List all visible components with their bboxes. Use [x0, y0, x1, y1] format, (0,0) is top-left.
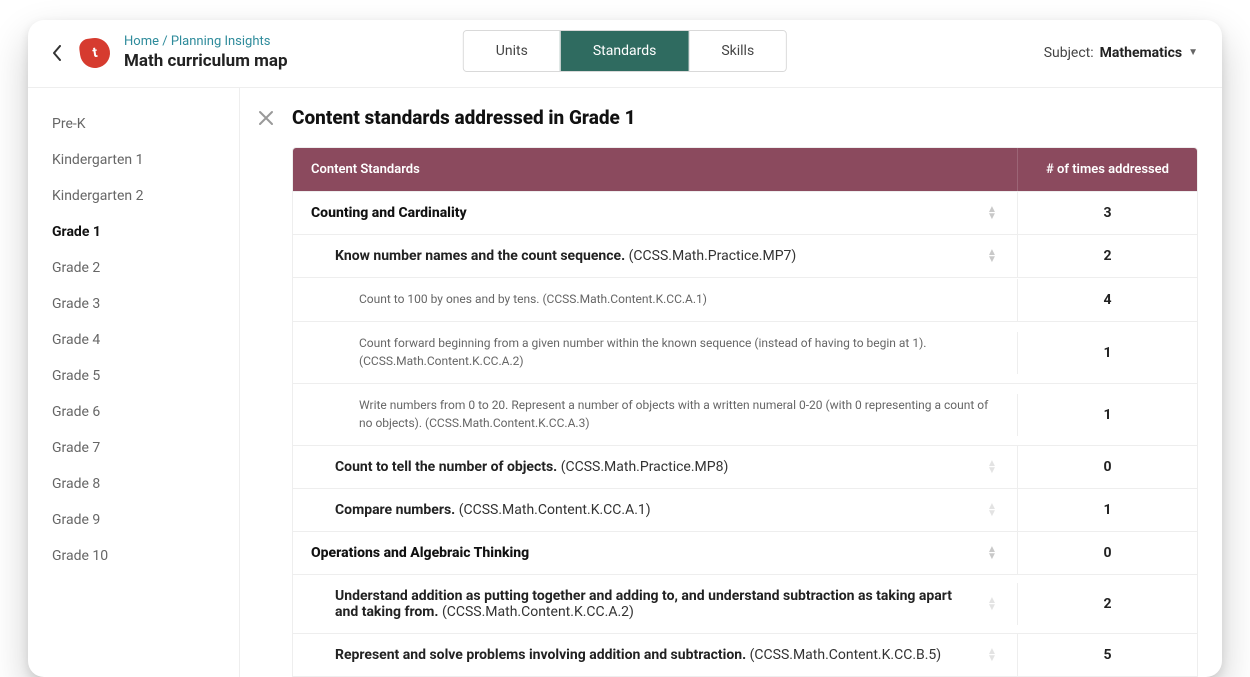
sidebar-item-grade5[interactable]: Grade 5: [28, 358, 239, 394]
sidebar-item-grade2[interactable]: Grade 2: [28, 250, 239, 286]
table-row[interactable]: Know number names and the count sequence…: [293, 234, 1197, 277]
sidebar-item-k2[interactable]: Kindergarten 2: [28, 178, 239, 214]
row-text: Understand addition as putting together …: [335, 588, 952, 620]
row-count: 1: [1017, 332, 1197, 374]
row-count: 0: [1017, 446, 1197, 488]
row-text: Represent and solve problems involving a…: [335, 647, 746, 663]
row-code: (CCSS.Math.Content.K.CC.A.2): [442, 604, 634, 620]
sort-icon[interactable]: ▲▼: [985, 503, 999, 517]
breadcrumb-section[interactable]: Planning Insights: [171, 34, 271, 49]
row-count: 2: [1017, 583, 1197, 625]
breadcrumb[interactable]: Home / Planning Insights: [124, 34, 288, 49]
sort-icon[interactable]: ▲▼: [985, 597, 999, 611]
row-count: 4: [1017, 279, 1197, 321]
collapse-icon[interactable]: ▲▼: [985, 206, 999, 220]
sidebar-item-grade4[interactable]: Grade 4: [28, 322, 239, 358]
sidebar-item-grade7[interactable]: Grade 7: [28, 430, 239, 466]
sidebar-item-grade6[interactable]: Grade 6: [28, 394, 239, 430]
table-row[interactable]: Represent and solve problems involving a…: [293, 633, 1197, 676]
collapse-icon[interactable]: ▲▼: [985, 249, 999, 263]
table-row[interactable]: Counting and Cardinality ▲▼ 3: [293, 191, 1197, 234]
sidebar-item-k1[interactable]: Kindergarten 1: [28, 142, 239, 178]
th-standards: Content Standards: [293, 148, 1017, 191]
table-row[interactable]: Operations and Algebraic Thinking ▲▼ 0: [293, 531, 1197, 574]
chevron-down-icon: ▼: [1188, 47, 1198, 58]
table-row[interactable]: Compare numbers. (CCSS.Math.Content.K.CC…: [293, 488, 1197, 531]
row-text: Write numbers from 0 to 20. Represent a …: [359, 397, 999, 432]
row-count: 0: [1017, 532, 1197, 574]
row-count: 3: [1017, 192, 1197, 234]
sidebar-item-grade8[interactable]: Grade 8: [28, 466, 239, 502]
tab-standards[interactable]: Standards: [560, 31, 689, 71]
row-count: 1: [1017, 394, 1197, 436]
row-code: (CCSS.Math.Content.K.CC.B.5): [750, 647, 942, 663]
breadcrumb-sep: /: [159, 34, 171, 49]
table-header: Content Standards # of times addressed: [293, 148, 1197, 191]
row-code: (CCSS.Math.Practice.MP7): [629, 248, 797, 264]
content-title: Content standards addressed in Grade 1: [292, 106, 1198, 129]
standards-table: Content Standards # of times addressed C…: [292, 147, 1198, 677]
row-text: Count forward beginning from a given num…: [359, 335, 999, 370]
page-title: Math curriculum map: [124, 51, 288, 71]
tab-skills[interactable]: Skills: [688, 31, 786, 71]
sidebar-item-grade1[interactable]: Grade 1: [28, 214, 239, 250]
row-code: (CCSS.Math.Content.K.CC.A.1): [459, 502, 651, 518]
table-row[interactable]: Write numbers from 0 to 20. Represent a …: [293, 383, 1197, 445]
close-button[interactable]: [254, 106, 278, 130]
back-button[interactable]: [48, 44, 66, 62]
table-row[interactable]: Count forward beginning from a given num…: [293, 321, 1197, 383]
subject-label: Subject:: [1044, 45, 1094, 61]
row-text: Counting and Cardinality: [311, 205, 467, 221]
table-row[interactable]: Count to 100 by ones and by tens. (CCSS.…: [293, 277, 1197, 321]
row-count: 1: [1017, 489, 1197, 531]
table-row[interactable]: Count to tell the number of objects. (CC…: [293, 445, 1197, 488]
subject-picker[interactable]: Subject: Mathematics ▼: [1044, 45, 1198, 61]
sidebar-item-grade9[interactable]: Grade 9: [28, 502, 239, 538]
grade-sidebar: Pre-K Kindergarten 1 Kindergarten 2 Grad…: [28, 88, 240, 677]
th-count: # of times addressed: [1017, 148, 1197, 191]
row-code: (CCSS.Math.Practice.MP8): [561, 459, 729, 475]
row-count: 5: [1017, 634, 1197, 676]
row-text: Count to tell the number of objects.: [335, 459, 557, 475]
row-count: 2: [1017, 235, 1197, 277]
sort-icon[interactable]: ▲▼: [985, 648, 999, 662]
tab-units[interactable]: Units: [464, 31, 560, 71]
row-text: Operations and Algebraic Thinking: [311, 545, 529, 561]
row-text: Compare numbers.: [335, 502, 455, 518]
sidebar-item-prek[interactable]: Pre-K: [28, 106, 239, 142]
collapse-icon[interactable]: ▲▼: [985, 546, 999, 560]
sort-icon[interactable]: ▲▼: [985, 460, 999, 474]
breadcrumb-home[interactable]: Home: [124, 34, 159, 49]
table-row[interactable]: Understand addition as putting together …: [293, 574, 1197, 633]
row-text: Count to 100 by ones and by tens. (CCSS.…: [359, 291, 707, 308]
row-text: Know number names and the count sequence…: [335, 248, 625, 264]
sidebar-item-grade10[interactable]: Grade 10: [28, 538, 239, 574]
view-tabs: Units Standards Skills: [463, 30, 787, 72]
subject-value: Mathematics: [1100, 45, 1182, 61]
app-logo: t: [78, 36, 112, 70]
sidebar-item-grade3[interactable]: Grade 3: [28, 286, 239, 322]
